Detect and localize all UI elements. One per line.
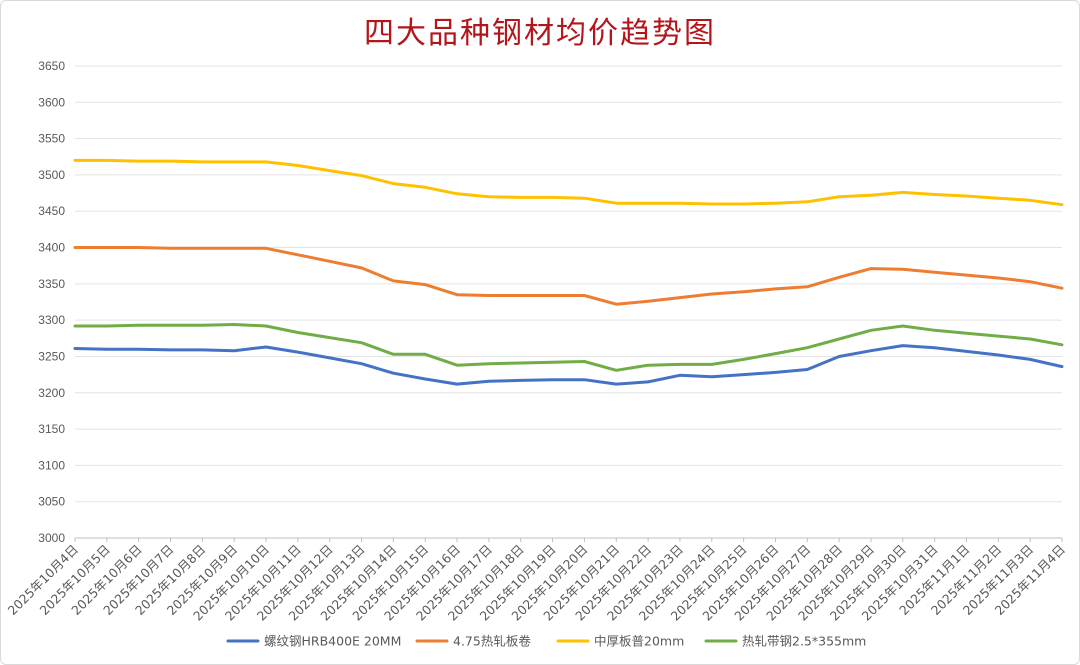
series-line-2 bbox=[73, 246, 1064, 306]
y-tick-label: 3300 bbox=[38, 313, 65, 327]
y-axis: 3000 3050 3100 3150 3200 3250 3300 3350 3400 3450… bbox=[38, 59, 65, 545]
series-lines bbox=[73, 158, 1064, 386]
legend-label: 热轧带钢2.5*355mm bbox=[742, 634, 866, 649]
legend: 螺纹钢HRB400E 20MM 4.75热轧板卷 中厚板普20mm 热轧带钢2.5*3… bbox=[226, 634, 866, 649]
y-tick-label: 3250 bbox=[38, 349, 65, 363]
series-line-3 bbox=[73, 158, 1064, 207]
x-axis: 2025年10月4日2025年10月5日2025年10月6日2025年10月7日… bbox=[5, 538, 1068, 624]
y-tick-label: 3400 bbox=[38, 241, 65, 255]
grid-lines bbox=[75, 65, 1062, 539]
y-tick-label: 3000 bbox=[38, 531, 65, 545]
y-tick-label: 3050 bbox=[38, 495, 65, 509]
series-line-4 bbox=[73, 323, 1064, 372]
y-tick-label: 3450 bbox=[38, 204, 65, 218]
series-line-1 bbox=[73, 344, 1064, 386]
y-tick-label: 3100 bbox=[38, 458, 65, 472]
chart-title: 四大品种钢材均价趋势图 bbox=[364, 16, 716, 51]
legend-label: 中厚板普20mm bbox=[594, 634, 684, 649]
y-tick-label: 3150 bbox=[38, 422, 65, 436]
legend-label: 螺纹钢HRB400E 20MM bbox=[264, 634, 401, 649]
y-tick-label: 3550 bbox=[38, 132, 65, 146]
y-tick-label: 3650 bbox=[38, 59, 65, 73]
legend-label: 4.75热轧板卷 bbox=[453, 634, 531, 649]
y-tick-label: 3200 bbox=[38, 386, 65, 400]
y-tick-label: 3500 bbox=[38, 168, 65, 182]
y-tick-label: 3600 bbox=[38, 95, 65, 109]
y-tick-label: 3350 bbox=[38, 277, 65, 291]
